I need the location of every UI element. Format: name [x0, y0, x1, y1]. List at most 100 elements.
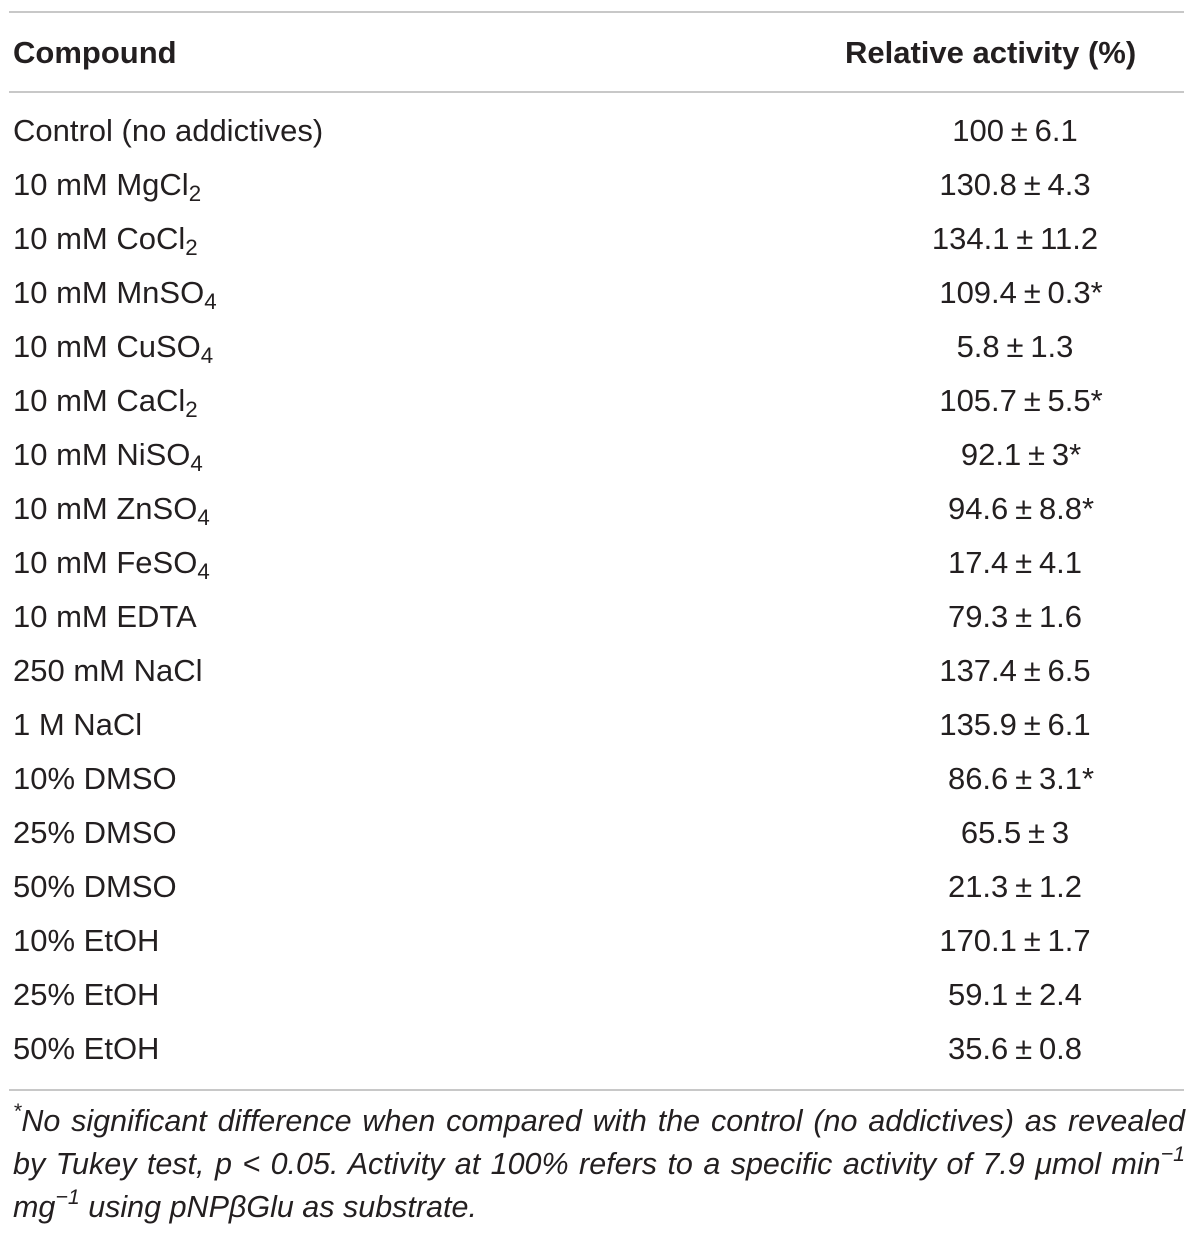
activity-value: 134.1 ±11.2: [932, 212, 1098, 266]
compound-cell: 10 mM NiSO4: [13, 428, 203, 482]
footnote-text-5: Glu as substrate.: [246, 1190, 477, 1224]
compound-name: 25% EtOH: [13, 977, 160, 1012]
compound-name: 25% DMSO: [13, 815, 177, 850]
footnote-text-2: mol min: [1051, 1147, 1161, 1181]
table-row: 10 mM MgCl2 130.8 ±4.3: [0, 158, 1200, 212]
table-row: Control (no addictives) 100 ±6.1: [0, 104, 1200, 158]
plus-minus-symbol: ±: [1015, 869, 1033, 904]
activity-mean: 94.6: [947, 491, 1009, 526]
activity-value: 170.1 ±1.7: [939, 914, 1090, 968]
relative-activity-cell: 134.1 ±11.2: [900, 212, 1130, 266]
compound-cell: 25% DMSO: [13, 806, 177, 860]
activity-sd: 4.1: [1038, 545, 1083, 580]
table-row: 10 mM CuSO4 5.8 ±1.3: [0, 320, 1200, 374]
table-row: 10% EtOH 170.1 ±1.7: [0, 914, 1200, 968]
activity-mean: 59.1: [947, 977, 1009, 1012]
activity-mean: 130.8: [939, 167, 1017, 202]
footnote-text-3: mg: [13, 1190, 56, 1224]
activity-sd: 0.3: [1047, 275, 1091, 310]
compound-subscript: 4: [204, 289, 217, 315]
compound-cell: 25% EtOH: [13, 968, 159, 1022]
relative-activity-cell: 35.6 ±0.8: [900, 1022, 1130, 1076]
activity-sd: 8.8: [1038, 491, 1083, 526]
table-row: 10 mM CaCl2 105.7 ±5.5*: [0, 374, 1200, 428]
table-row: 1 M NaCl 135.9 ±6.1: [0, 698, 1200, 752]
compound-name: 1 M NaCl: [13, 707, 143, 742]
activity-mean: 135.9: [939, 707, 1017, 742]
activity-mean: 105.7: [939, 383, 1017, 418]
compound-cell: Control (no addictives): [13, 104, 323, 158]
compound-name: 10 mM EDTA: [13, 599, 197, 634]
table-row: 250 mM NaCl 137.4 ±6.5: [0, 644, 1200, 698]
activity-value: 100 ±6.1: [952, 104, 1077, 158]
footnote-beta: β: [228, 1190, 247, 1224]
relative-activity-cell: 100 ±6.1: [900, 104, 1130, 158]
activity-value: 79.3 ±1.6: [948, 590, 1082, 644]
compound-name: 10 mM ZnSO: [13, 491, 198, 526]
compound-cell: 10% EtOH: [13, 914, 159, 968]
relative-activity-cell: 21.3 ±1.2: [900, 860, 1130, 914]
compound-cell: 10 mM MgCl2: [13, 158, 201, 212]
activity-mean: 65.5: [960, 815, 1022, 850]
relative-activity-cell: 137.4 ±6.5: [900, 644, 1130, 698]
plus-minus-symbol: ±: [1010, 113, 1028, 148]
footnote-exponent-2: −1: [55, 1185, 80, 1210]
activity-sd: 11.2: [1040, 221, 1099, 256]
activity-value: 59.1 ±2.4: [948, 968, 1082, 1022]
plus-minus-symbol: ±: [1015, 545, 1033, 580]
compound-cell: 10 mM CaCl2: [13, 374, 198, 428]
significance-marker: *: [1082, 491, 1095, 526]
significance-marker: *: [1090, 275, 1103, 310]
plus-minus-symbol: ±: [1023, 653, 1041, 688]
activity-value: 130.8 ±4.3: [939, 158, 1090, 212]
activity-sd: 1.7: [1047, 923, 1091, 958]
compound-cell: 10% DMSO: [13, 752, 177, 806]
footnote-text-1: No significant difference when compared …: [13, 1104, 1185, 1181]
activity-mean: 134.1: [931, 221, 1010, 256]
compound-name: 10% EtOH: [13, 923, 160, 958]
plus-minus-symbol: ±: [1015, 599, 1033, 634]
plus-minus-symbol: ±: [1023, 167, 1041, 202]
table-row: 10 mM FeSO4 17.4 ±4.1: [0, 536, 1200, 590]
activity-value: 21.3 ±1.2: [948, 860, 1082, 914]
table-row: 50% DMSO 21.3 ±1.2: [0, 860, 1200, 914]
compound-cell: 10 mM CoCl2: [13, 212, 198, 266]
activity-value: 17.4 ±4.1: [948, 536, 1082, 590]
compound-cell: 10 mM EDTA: [13, 590, 197, 644]
activity-mean: 79.3: [947, 599, 1009, 634]
plus-minus-symbol: ±: [1023, 383, 1041, 418]
relative-activity-cell: 79.3 ±1.6: [900, 590, 1130, 644]
table-header-row: Compound Relative activity (%): [0, 26, 1200, 80]
compound-cell: 10 mM CuSO4: [13, 320, 213, 374]
table-row: 10 mM EDTA 79.3 ±1.6: [0, 590, 1200, 644]
compound-subscript: 2: [188, 181, 202, 207]
compound-subscript: 4: [197, 505, 210, 531]
compound-name: 10 mM FeSO: [13, 545, 198, 580]
relative-activity-cell: 86.6 ±3.1*: [900, 752, 1130, 806]
footnote-exponent-1: −1: [1160, 1142, 1185, 1167]
activity-mean: 21.3: [947, 869, 1009, 904]
significance-marker: *: [1090, 383, 1103, 418]
activity-mean: 109.4: [939, 275, 1017, 310]
plus-minus-symbol: ±: [1006, 329, 1024, 364]
compound-name: Control (no addictives): [13, 113, 324, 148]
compound-subscript: 2: [185, 235, 198, 261]
plus-minus-symbol: ±: [1015, 761, 1033, 796]
activity-mean: 5.8: [956, 329, 1000, 364]
footnote-text-4: using pNP: [79, 1190, 229, 1224]
relative-activity-cell: 135.9 ±6.1: [900, 698, 1130, 752]
compound-cell: 50% DMSO: [13, 860, 177, 914]
compound-name: 10% DMSO: [13, 761, 177, 796]
activity-sd: 6.1: [1047, 707, 1091, 742]
activity-value: 92.1 ±3*: [947, 428, 1083, 482]
relative-activity-cell: 65.5 ±3: [900, 806, 1130, 860]
table-body: Control (no addictives) 100 ±6.1 10 mM MgCl…: [0, 104, 1200, 1076]
compound-cell: 10 mM FeSO4: [13, 536, 210, 590]
activity-value: 86.6 ±3.1*: [934, 752, 1096, 806]
activity-value: 94.6 ±8.8*: [934, 482, 1096, 536]
compound-cell: 250 mM NaCl: [13, 644, 203, 698]
table-header-rule: [9, 91, 1184, 93]
footnote-mu: μ: [1035, 1147, 1052, 1181]
relative-activity-cell: 5.8 ±1.3: [900, 320, 1130, 374]
plus-minus-symbol: ±: [1028, 437, 1046, 472]
